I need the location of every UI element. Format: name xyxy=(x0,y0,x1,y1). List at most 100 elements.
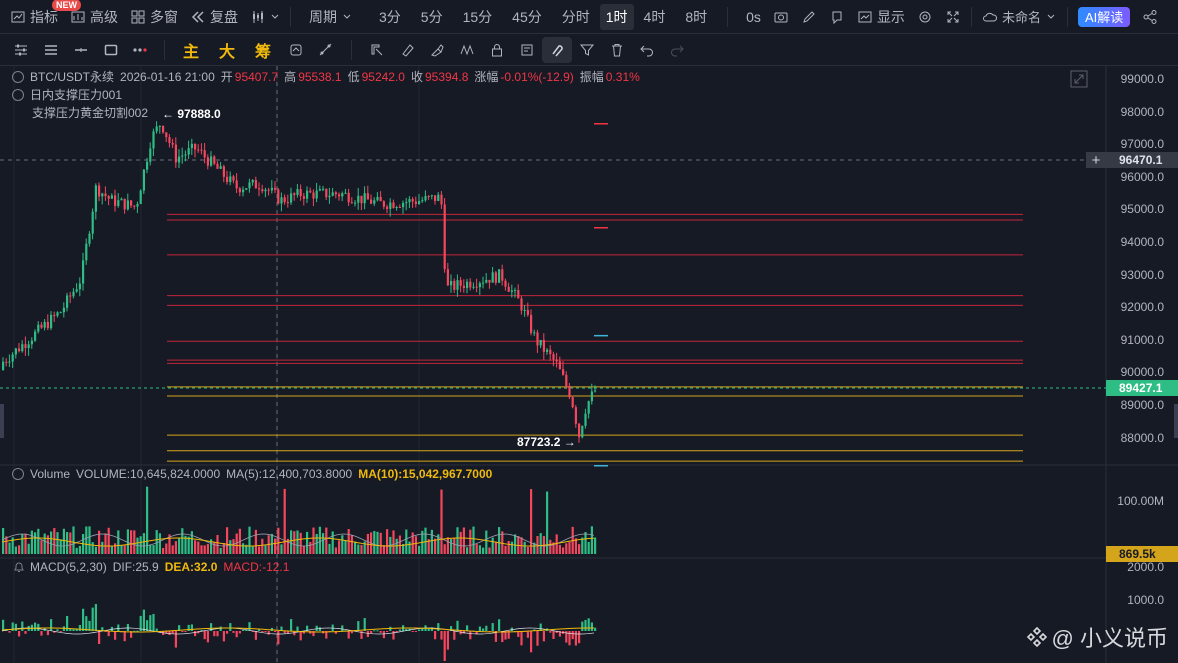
countdown-toggle[interactable]: 0s xyxy=(740,4,767,30)
indicators-button[interactable]: 指标 NEW xyxy=(4,0,81,30)
screenshot-button[interactable] xyxy=(767,4,795,30)
bell-icon[interactable] xyxy=(12,560,26,574)
chevron-down-icon xyxy=(1047,14,1055,19)
candle-body xyxy=(408,199,411,203)
maximize-icon[interactable] xyxy=(1070,70,1088,88)
note-tool[interactable] xyxy=(512,37,542,63)
candle-body xyxy=(546,349,549,352)
candle-body xyxy=(98,185,101,197)
settings-button[interactable] xyxy=(911,4,939,30)
macd-histogram-bar xyxy=(370,631,373,634)
magnet-tool[interactable] xyxy=(542,36,572,63)
pattern-tool[interactable] xyxy=(452,37,482,63)
fullscreen-button[interactable] xyxy=(939,4,967,30)
sync-tool[interactable] xyxy=(281,37,311,63)
copy-tool[interactable] xyxy=(362,37,392,63)
macd-histogram-bar xyxy=(174,631,177,648)
candle-body xyxy=(322,188,325,190)
macd-histogram-bar xyxy=(200,630,203,632)
candle-body xyxy=(290,193,293,203)
candle-body xyxy=(158,125,161,127)
sliders-tool[interactable] xyxy=(6,37,36,63)
candle-body xyxy=(59,312,62,314)
candle-body xyxy=(296,189,299,195)
volume-bar xyxy=(56,532,59,554)
menu-tool[interactable] xyxy=(36,37,66,63)
visibility-icon[interactable] xyxy=(12,468,24,480)
display-button[interactable]: 显示 xyxy=(851,4,911,30)
candlestick-chart[interactable] xyxy=(0,66,1178,663)
expand-icon xyxy=(947,11,959,22)
workspace-dropdown[interactable]: 未命名 xyxy=(976,4,1063,30)
timeframe-tab[interactable]: 3分 xyxy=(379,8,401,25)
macd-histogram-bar xyxy=(587,618,590,631)
advanced-button[interactable]: 高级 xyxy=(64,4,124,30)
redo-button[interactable] xyxy=(662,37,692,63)
candle-body xyxy=(286,202,289,204)
macd-histogram-bar xyxy=(94,604,97,631)
volume-bar xyxy=(78,545,81,554)
filter-tool[interactable] xyxy=(572,37,602,63)
macd-histogram-bar xyxy=(69,628,72,631)
timeframe-tab[interactable]: 1时 xyxy=(599,3,634,30)
volume-bar xyxy=(110,545,113,554)
timeframe-tab[interactable]: 45分 xyxy=(512,8,542,25)
volume-ma5-line xyxy=(1,533,595,547)
draw-button[interactable] xyxy=(795,4,823,30)
candle-body xyxy=(354,202,357,204)
divider xyxy=(727,6,729,27)
volume-bar xyxy=(277,527,280,554)
volume-bar xyxy=(171,545,174,554)
timeframe-tab[interactable]: 4时 xyxy=(643,8,666,25)
volume-bar xyxy=(283,488,286,554)
hline-tool[interactable] xyxy=(66,37,96,63)
main-indicator-button[interactable]: 主 xyxy=(182,43,199,61)
share-button[interactable] xyxy=(1136,4,1164,30)
macd-histogram-bar xyxy=(306,625,309,631)
multi-window-button[interactable]: 多窗 xyxy=(124,4,184,30)
right-panel-handle[interactable] xyxy=(1174,404,1178,438)
volume-bar xyxy=(530,489,533,554)
brush-icon xyxy=(431,43,444,57)
volume-bar xyxy=(584,532,587,554)
visibility-icon[interactable] xyxy=(12,88,24,101)
volume-bar xyxy=(574,538,577,554)
volume-bar xyxy=(206,544,209,554)
eraser-tool[interactable] xyxy=(392,37,422,63)
chart-type-dropdown[interactable] xyxy=(244,4,286,30)
undo-button[interactable] xyxy=(632,37,662,63)
candlestick-icon xyxy=(253,10,263,23)
timeframe-tab[interactable]: 5分 xyxy=(420,8,443,25)
period-dropdown[interactable]: 周期 xyxy=(303,4,359,30)
volume-bar xyxy=(101,541,104,554)
replay-button[interactable]: 复盘 xyxy=(184,4,244,30)
candle-body xyxy=(363,193,366,204)
candle-body xyxy=(50,314,53,329)
candle-body xyxy=(101,193,104,197)
measure-tool[interactable] xyxy=(311,37,341,63)
timeframe-tab[interactable]: 15分 xyxy=(462,8,493,25)
more-tool[interactable] xyxy=(126,37,156,63)
macd-histogram-bar xyxy=(283,631,286,634)
volume-bar xyxy=(59,539,62,554)
ai-analysis-button[interactable]: AI解读 xyxy=(1072,4,1136,30)
candle-body xyxy=(24,344,27,349)
big-order-button[interactable]: 大 xyxy=(218,43,235,61)
chip-button[interactable]: 筹 xyxy=(254,43,271,61)
rect-tool[interactable] xyxy=(96,37,126,63)
candle-body xyxy=(258,188,261,190)
macd-histogram-bar xyxy=(347,631,350,639)
chart-area[interactable]: BTC/USDT永续 2026-01-16 21:00 开 95407.7 高 95… xyxy=(0,66,1178,663)
lock-tool[interactable] xyxy=(482,37,512,63)
left-panel-handle[interactable] xyxy=(0,404,4,438)
timeframe-tab[interactable]: 8时 xyxy=(685,8,708,25)
timeframe-tab[interactable]: 分时 xyxy=(561,8,590,25)
layout-button[interactable] xyxy=(823,4,851,30)
visibility-icon[interactable] xyxy=(12,70,24,83)
indicators-label: 指标 xyxy=(30,8,58,25)
brush-tool[interactable] xyxy=(422,37,452,63)
open-key: 开 xyxy=(220,70,233,84)
delete-tool[interactable] xyxy=(602,37,632,63)
crosshair-plus-icon[interactable]: + xyxy=(1086,152,1106,169)
macd-histogram-bar xyxy=(142,609,145,631)
